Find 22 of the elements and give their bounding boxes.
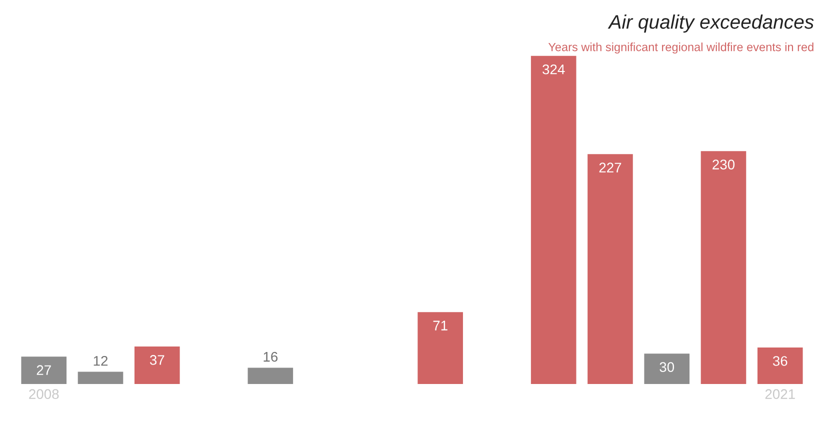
- bar: [757, 348, 803, 384]
- data-label: 71: [433, 320, 448, 330]
- chart-title: Air quality exceedances: [608, 14, 814, 33]
- bar: [78, 372, 124, 384]
- bar: [644, 354, 690, 384]
- bar: [248, 368, 294, 384]
- data-label: 27: [36, 365, 51, 375]
- data-label: 37: [150, 355, 164, 365]
- bar: [21, 356, 67, 384]
- data-label: 36: [772, 356, 788, 366]
- data-label: 230: [712, 160, 735, 170]
- bar: [700, 151, 746, 384]
- data-label: 324: [542, 64, 565, 74]
- bar: [588, 154, 633, 384]
- data-label: 16: [264, 352, 278, 362]
- bar: [418, 312, 463, 384]
- data-label: 227: [599, 162, 622, 172]
- chart-subtitle: Years with significant regional wildfire events in red: [548, 42, 814, 54]
- data-label: 30: [660, 362, 674, 372]
- bar: [530, 56, 576, 384]
- bar: [134, 346, 180, 384]
- data-label: 12: [94, 356, 108, 366]
